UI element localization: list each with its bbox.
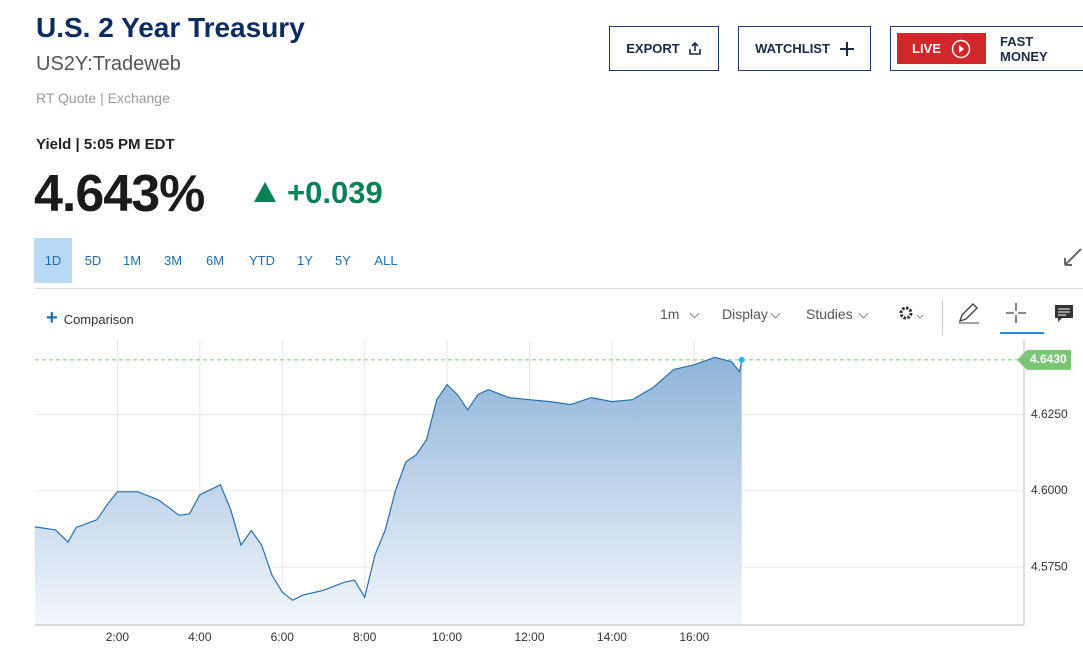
live-button[interactable]: LIVE FAST MONEY	[890, 26, 1083, 71]
symbol: US2Y:Tradeweb	[36, 53, 181, 75]
export-button[interactable]: EXPORT	[609, 26, 719, 71]
source: RT Quote | Exchange	[36, 90, 170, 106]
range-tab[interactable]: 1M	[122, 253, 142, 268]
x-tick-label: 8:00	[353, 630, 377, 644]
active-tool-indicator	[1000, 332, 1044, 334]
quote-price: 4.643%	[34, 165, 205, 223]
x-tick-label: 16:00	[679, 630, 709, 644]
watchlist-label: WATCHLIST	[755, 41, 830, 56]
comparison-button[interactable]: + Comparison	[46, 307, 134, 329]
draw-icon[interactable]	[957, 301, 981, 325]
range-tab[interactable]: 1D	[34, 238, 72, 283]
last-point	[738, 356, 745, 363]
fast-money-label: FAST MONEY	[1000, 33, 1048, 64]
play-icon	[951, 39, 971, 58]
export-icon	[688, 41, 701, 55]
area-fill	[35, 357, 742, 625]
watchlist-button[interactable]: WATCHLIST	[738, 26, 871, 71]
comment-icon[interactable]	[1053, 303, 1075, 325]
expand-icon[interactable]	[1062, 240, 1083, 268]
crosshair-icon[interactable]	[1004, 301, 1028, 325]
studies-label: Studies	[806, 306, 853, 322]
quote-label: Yield | 5:05 PM EDT	[36, 136, 175, 153]
range-tab[interactable]: YTD	[249, 253, 275, 268]
x-tick-label: 12:00	[514, 630, 544, 644]
export-label: EXPORT	[626, 41, 680, 56]
price-line	[34, 356, 743, 602]
last-price-badge	[1017, 349, 1071, 370]
chart: 4.6250 4.6000 4.5750 2:00 4:00 6:00 8:00 10:00 1…	[34, 340, 1071, 644]
range-tab[interactable]: 3M	[163, 253, 183, 268]
studies-button[interactable]: Studies	[806, 306, 869, 322]
comparison-label: Comparison	[63, 312, 134, 327]
range-tab[interactable]: ALL	[374, 253, 398, 268]
range-tab[interactable]: 5D	[84, 253, 102, 268]
toolbar-divider	[942, 299, 943, 335]
range-tab[interactable]: 6M	[205, 253, 225, 268]
settings-icon[interactable]	[896, 302, 932, 326]
last-price-label: 4.6430	[1030, 352, 1067, 366]
interval-label: 1m	[660, 306, 680, 322]
up-arrow	[254, 182, 276, 202]
y-tick-label: 4.6000	[1031, 483, 1068, 497]
display-button[interactable]: Display	[722, 306, 781, 322]
y-tick-label: 4.6250	[1031, 407, 1068, 421]
separator	[35, 288, 1083, 289]
y-tick-label: 4.5750	[1031, 559, 1068, 573]
x-tick-label: 2:00	[106, 630, 130, 644]
x-tick-label: 4:00	[188, 630, 212, 644]
live-badge: LIVE	[897, 33, 986, 64]
x-tick-label: 10:00	[432, 630, 462, 644]
x-tick-label: 14:00	[597, 630, 627, 644]
quote-change: +0.039	[287, 175, 383, 210]
plus-icon	[839, 41, 854, 56]
title: U.S. 2 Year Treasury	[36, 12, 305, 43]
display-label: Display	[722, 306, 768, 322]
interval-button[interactable]: 1m	[660, 306, 700, 322]
live-label: LIVE	[912, 41, 941, 56]
range-tab[interactable]: 1Y	[297, 253, 313, 268]
range-tab[interactable]: 5Y	[335, 253, 351, 268]
x-tick-label: 6:00	[271, 630, 295, 644]
